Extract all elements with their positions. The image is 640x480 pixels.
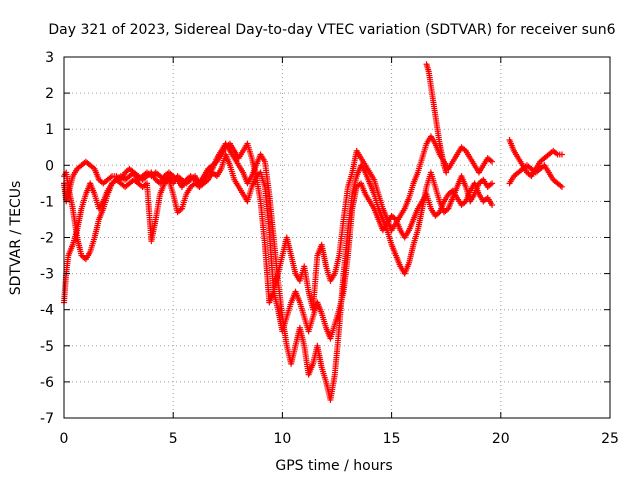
x-axis-label: GPS time / hours	[275, 458, 392, 474]
tick-labels: 0 5 10 15 20 25 -7 -6 -5 -4 -3 -2 -1 0 1 2 3	[40, 50, 619, 447]
y-tick-label: -4	[40, 303, 54, 319]
x-tick-label: 0	[60, 431, 69, 447]
data-point	[489, 202, 496, 209]
plot-axes	[63, 56, 611, 419]
x-tick-label: 5	[169, 431, 178, 447]
y-tick-label: -5	[40, 339, 54, 355]
data-point	[558, 151, 565, 158]
y-tick-label: -1	[40, 194, 54, 210]
y-tick-label: -2	[40, 231, 54, 247]
series-4	[423, 61, 450, 176]
data-point	[558, 183, 565, 190]
x-tick-label: 15	[383, 431, 401, 447]
x-tick-label: 20	[492, 431, 510, 447]
data-point	[489, 158, 496, 165]
y-tick-label: -7	[40, 411, 54, 427]
plot-data	[61, 61, 565, 403]
x-tick-label: 10	[273, 431, 291, 447]
y-tick-label: 1	[45, 122, 54, 138]
series-3	[61, 133, 565, 313]
y-tick-label: 2	[45, 86, 54, 102]
y-tick-label: 0	[45, 158, 54, 174]
y-tick-label: 3	[45, 50, 54, 66]
x-tick-label: 25	[601, 431, 619, 447]
data-point	[443, 169, 450, 176]
y-axis-label: SDTVAR / TECUs	[8, 181, 24, 296]
data-point	[489, 180, 496, 187]
chart-title: Day 321 of 2023, Sidereal Day-to-day VTE…	[48, 22, 615, 38]
y-tick-label: -3	[40, 267, 54, 283]
y-tick-label: -6	[40, 375, 54, 391]
